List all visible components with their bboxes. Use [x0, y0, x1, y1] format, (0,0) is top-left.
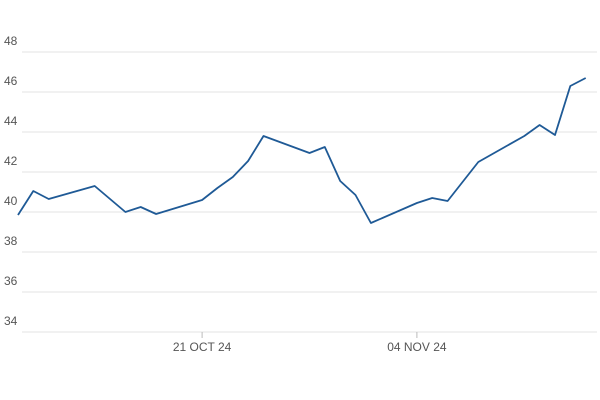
y-tick-label: 42	[4, 154, 18, 168]
y-tick-label: 36	[4, 274, 18, 288]
x-tick-label: 21 OCT 24	[173, 340, 232, 354]
data-line	[17, 77, 587, 224]
y-tick-label: 40	[4, 194, 18, 208]
y-tick-label: 48	[4, 34, 18, 48]
x-tick-label: 04 NOV 24	[387, 340, 447, 354]
y-tick-label: 46	[4, 74, 18, 88]
y-tick-label: 38	[4, 234, 18, 248]
y-tick-label: 34	[4, 314, 18, 328]
y-tick-label: 44	[4, 114, 18, 128]
